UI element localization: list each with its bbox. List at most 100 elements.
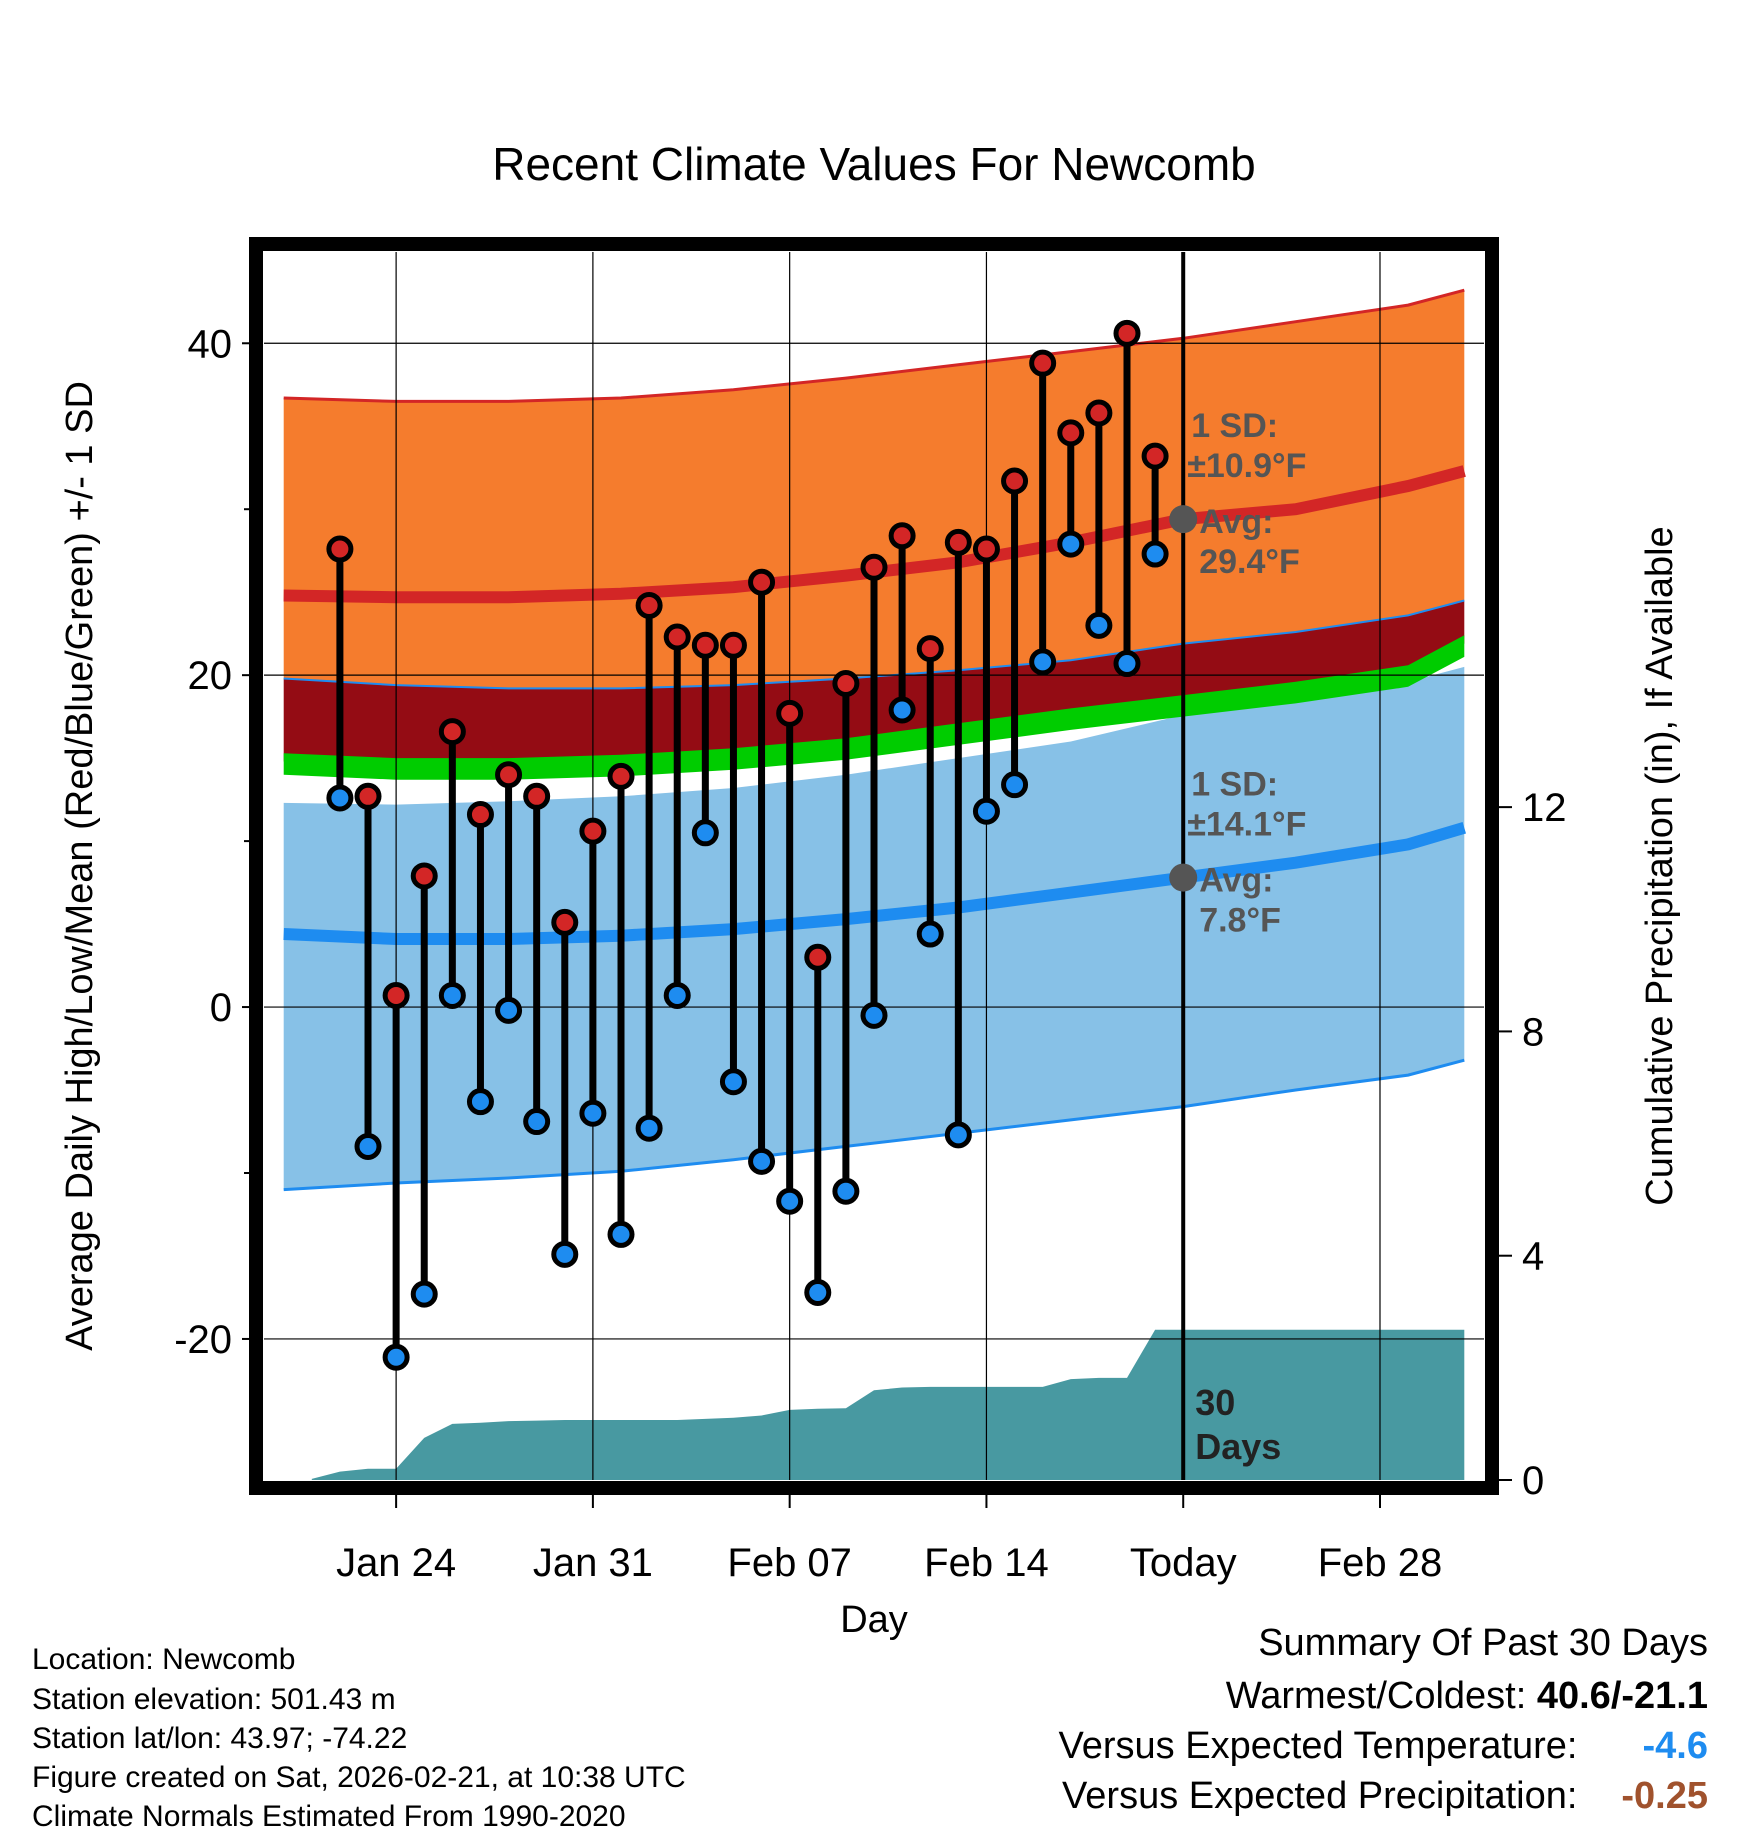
summary-temp-label: Versus Expected Temperature: bbox=[1058, 1725, 1578, 1767]
daily-low-marker bbox=[551, 1240, 579, 1268]
y2-axis-label: Cumulative Precipitation (in), If Availa… bbox=[1639, 526, 1681, 1205]
footer-location: Location: Newcomb bbox=[32, 1643, 296, 1676]
daily-low-marker bbox=[972, 797, 1000, 825]
daily-low-marker bbox=[354, 1132, 382, 1160]
days-label: Days bbox=[1195, 1426, 1281, 1467]
days-label: 30 bbox=[1195, 1382, 1235, 1423]
daily-high-marker bbox=[438, 718, 466, 746]
daily-low-marker bbox=[776, 1187, 804, 1215]
daily-low-marker bbox=[523, 1108, 551, 1136]
summary-warmest-value: 40.6/-21.1 bbox=[1536, 1675, 1708, 1717]
daily-high-marker bbox=[523, 782, 551, 810]
x-tick-label: Jan 24 bbox=[336, 1541, 456, 1585]
summary-precip-row: Versus Expected Precipitation: -0.25 bbox=[1059, 1771, 1708, 1821]
daily-high-marker bbox=[382, 981, 410, 1009]
normal-annotation-text: ±10.9°F bbox=[1187, 447, 1306, 485]
daily-low-marker bbox=[832, 1177, 860, 1205]
daily-low-marker bbox=[579, 1099, 607, 1127]
low-lower-line bbox=[283, 1058, 1465, 1192]
daily-low-marker bbox=[860, 1001, 888, 1029]
y-tick-label: 40 bbox=[188, 322, 233, 366]
summary-precip-value: -0.25 bbox=[1621, 1775, 1708, 1817]
normal-annotation-text: 7.8°F bbox=[1199, 902, 1281, 940]
daily-high-marker bbox=[1113, 319, 1141, 347]
daily-low-marker bbox=[1057, 530, 1085, 558]
daily-high-marker bbox=[326, 535, 354, 563]
summary-warmest-label: Warmest/Coldest: bbox=[1225, 1675, 1527, 1717]
daily-high-marker bbox=[944, 528, 972, 556]
daily-high-marker bbox=[776, 699, 804, 727]
daily-low-marker bbox=[1085, 611, 1113, 639]
daily-low-marker bbox=[410, 1280, 438, 1308]
x-tick-label: Feb 07 bbox=[727, 1541, 852, 1585]
y-tick-label: 20 bbox=[188, 654, 233, 698]
daily-low-marker bbox=[1113, 650, 1141, 678]
summary-warmest-row: Warmest/Coldest: 40.6/-21.1 bbox=[1059, 1671, 1708, 1721]
normal-annotation-text: 1 SD: bbox=[1191, 766, 1278, 804]
y2-tick-label: 0 bbox=[1522, 1459, 1544, 1503]
summary-panel: Summary Of Past 30 Days Warmest/Coldest:… bbox=[1059, 1622, 1708, 1821]
daily-high-marker bbox=[663, 623, 691, 651]
daily-low-marker bbox=[719, 1068, 747, 1096]
axes: -20 0 20 40 0 4 8 12 Jan 24 Jan 31 Feb 07 Feb 14 Tod… bbox=[174, 237, 1567, 1585]
daily-high-marker bbox=[691, 631, 719, 659]
normal-annotation-text: 29.4°F bbox=[1199, 543, 1300, 581]
daily-low-marker bbox=[326, 784, 354, 812]
daily-high-marker bbox=[804, 943, 832, 971]
daily-low-marker bbox=[382, 1343, 410, 1371]
daily-high-marker bbox=[466, 801, 494, 829]
normal-avg-dot bbox=[1169, 863, 1198, 892]
x-axis-label: Day bbox=[840, 1599, 908, 1641]
normal-avg-dot bbox=[1169, 505, 1198, 534]
daily-high-marker bbox=[551, 908, 579, 936]
footer-created: Figure created on Sat, 2026-02-21, at 10… bbox=[32, 1761, 686, 1794]
chart-title: Recent Climate Values For Newcomb bbox=[492, 138, 1256, 190]
summary-temp-row: Versus Expected Temperature: -4.6 bbox=[1059, 1721, 1708, 1771]
daily-high-marker bbox=[860, 553, 888, 581]
daily-low-marker bbox=[1141, 540, 1169, 568]
normal-annotation-text: 1 SD: bbox=[1191, 407, 1278, 445]
footer-normals: Climate Normals Estimated From 1990-2020 bbox=[32, 1800, 626, 1833]
y2-tick-label: 4 bbox=[1522, 1235, 1544, 1279]
summary-precip-label: Versus Expected Precipitation: bbox=[1062, 1775, 1578, 1817]
daily-high-marker bbox=[888, 522, 916, 550]
summary-temp-value: -4.6 bbox=[1642, 1725, 1708, 1767]
high-upper-line bbox=[283, 288, 1465, 403]
daily-high-marker bbox=[748, 568, 776, 596]
daily-low-marker bbox=[466, 1088, 494, 1116]
normal-annotation-text: Avg: bbox=[1199, 862, 1273, 900]
daily-high-marker bbox=[719, 631, 747, 659]
daily-high-marker bbox=[832, 669, 860, 697]
daily-high-marker bbox=[1057, 419, 1085, 447]
daily-low-marker bbox=[804, 1278, 832, 1306]
footer-latlon: Station lat/lon: 43.97; -74.22 bbox=[32, 1722, 408, 1755]
daily-low-marker bbox=[635, 1114, 663, 1142]
daily-low-marker bbox=[916, 920, 944, 948]
summary-title: Summary Of Past 30 Days bbox=[1258, 1622, 1708, 1664]
daily-low-marker bbox=[495, 996, 523, 1024]
precip-area bbox=[311, 1329, 1465, 1480]
y2-tick-label: 12 bbox=[1522, 786, 1567, 830]
x-tick-label: Feb 28 bbox=[1318, 1541, 1443, 1585]
y-tick-label: -20 bbox=[174, 1318, 232, 1362]
footer-elevation: Station elevation: 501.43 m bbox=[32, 1683, 396, 1716]
daily-high-marker bbox=[354, 782, 382, 810]
daily-low-marker bbox=[1029, 648, 1057, 676]
y-tick-label: 0 bbox=[210, 986, 232, 1030]
daily-low-marker bbox=[888, 696, 916, 724]
daily-low-marker bbox=[607, 1220, 635, 1248]
daily-high-marker bbox=[495, 761, 523, 789]
daily-low-marker bbox=[663, 981, 691, 1009]
daily-low-marker bbox=[1001, 771, 1029, 799]
y2-tick-label: 8 bbox=[1522, 1010, 1544, 1054]
plot-frame bbox=[249, 237, 1499, 1495]
low-mean-line bbox=[283, 822, 1466, 945]
daily-low-marker bbox=[748, 1147, 776, 1175]
daily-high-marker bbox=[1029, 349, 1057, 377]
daily-low-marker bbox=[691, 819, 719, 847]
y-axis-label: Average Daily High/Low/Mean (Red/Blue/Gr… bbox=[59, 381, 101, 1351]
daily-high-marker bbox=[579, 817, 607, 845]
plot-area bbox=[264, 252, 1484, 1480]
daily-high-marker bbox=[635, 591, 663, 619]
